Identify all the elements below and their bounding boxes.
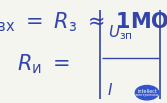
- Text: $\it{R}_{\rm и}\ =$: $\it{R}_{\rm и}\ =$: [17, 52, 70, 76]
- Text: $\it{R}_{\rm вх}\ =\ \it{R}_{\rm з}\ \approx\ \mathbf{1МОм}$: $\it{R}_{\rm вх}\ =\ \it{R}_{\rm з}\ \ap…: [0, 11, 167, 35]
- Circle shape: [135, 85, 159, 100]
- Text: $\it{U}_{\rm зп}$: $\it{U}_{\rm зп}$: [108, 24, 133, 42]
- Text: электроника: электроника: [135, 93, 159, 97]
- Text: $\it{I}$: $\it{I}$: [107, 82, 113, 98]
- Text: intellect: intellect: [137, 89, 157, 94]
